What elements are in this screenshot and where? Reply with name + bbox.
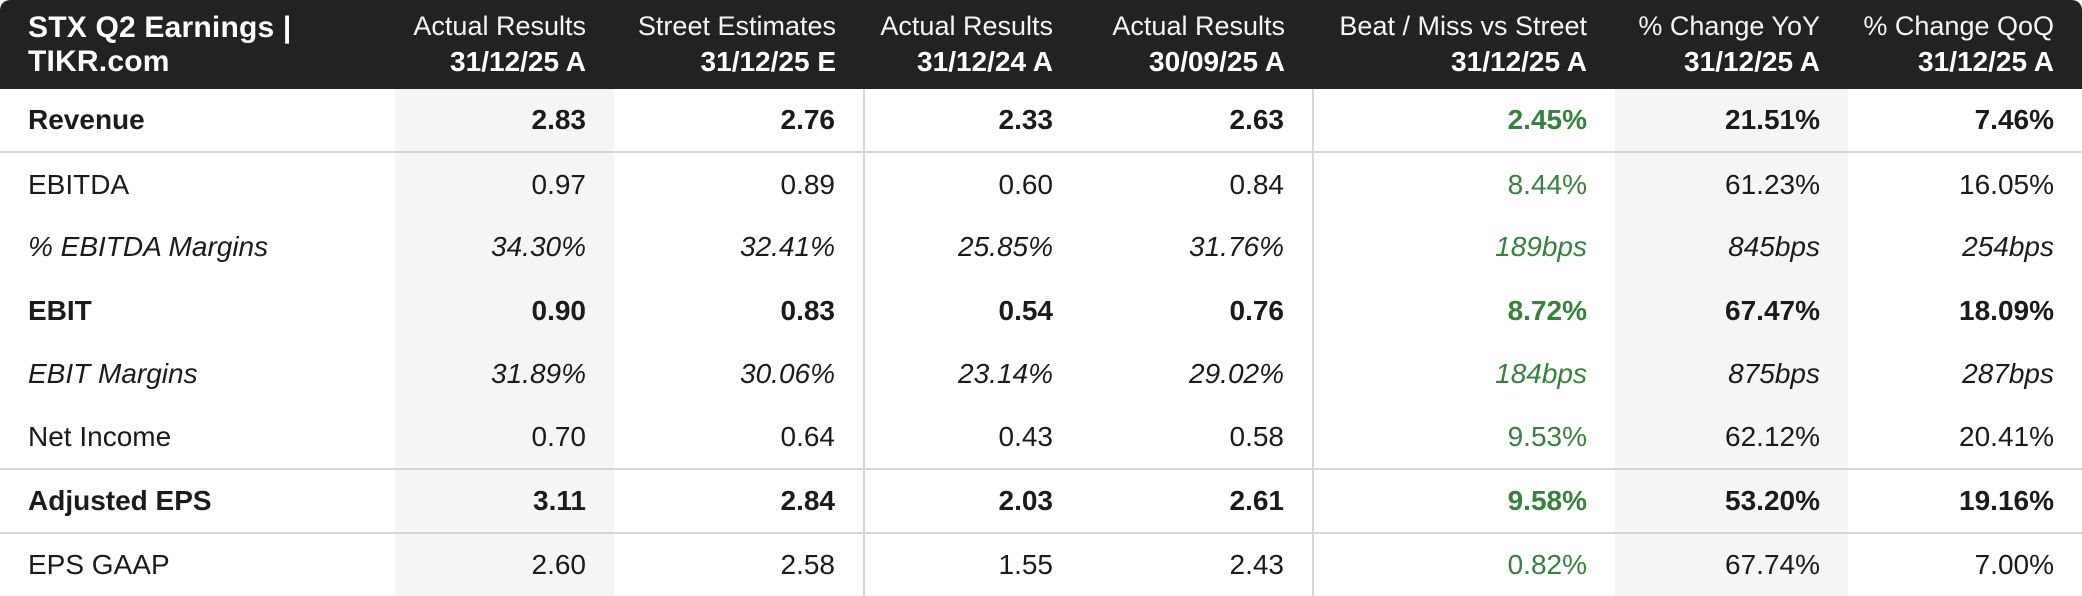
table-cell: 0.58: [1081, 405, 1313, 470]
table-cell: 845bps: [1615, 215, 1848, 280]
column-header-0: Actual Results 31/12/25 A: [395, 0, 614, 89]
column-header-period: 31/12/25 A: [450, 45, 586, 77]
column-header-period: 31/12/24 A: [917, 45, 1053, 77]
table-cell: 2.43: [1081, 531, 1313, 596]
table-cell: 3.11: [395, 468, 614, 533]
row-label: EBIT Margins: [0, 342, 395, 406]
row-label: % EBITDA Margins: [0, 215, 395, 280]
table-cell: 189bps: [1312, 215, 1615, 280]
table-cell: 0.97: [395, 151, 614, 216]
table-cell: 61.23%: [1615, 151, 1848, 216]
table-cell: 0.43: [863, 405, 1081, 470]
table-cell: 21.51%: [1615, 89, 1848, 153]
table-cell: 2.63: [1081, 89, 1313, 153]
table-cell: 2.61: [1081, 468, 1313, 533]
table-row-4: EBIT Margins 31.89% 30.06% 23.14% 29.02% 184b…: [0, 342, 2082, 406]
table-cell: 8.44%: [1312, 151, 1615, 216]
column-header-period: 31/12/25 E: [700, 45, 836, 77]
table-cell: 29.02%: [1081, 342, 1313, 406]
table-cell: 2.33: [863, 89, 1081, 153]
table-cell: 0.70: [395, 405, 614, 470]
row-label: Adjusted EPS: [0, 468, 395, 533]
table-cell: 0.83: [614, 279, 864, 343]
table-cell: 254bps: [1848, 215, 2082, 280]
table-cell: 23.14%: [863, 342, 1081, 406]
table-cell: 9.53%: [1312, 405, 1615, 470]
table-cell: 34.30%: [395, 215, 614, 280]
table-cell: 62.12%: [1615, 405, 1848, 470]
table-row-5: Net Income 0.70 0.64 0.43 0.58 9.53% 62.12% 20.…: [0, 405, 2082, 470]
column-header-period: 31/12/25 A: [1684, 45, 1820, 77]
column-header-label: Street Estimates: [637, 10, 836, 41]
table-cell: 8.72%: [1312, 279, 1615, 343]
table-cell: 2.83: [395, 89, 614, 153]
table-cell: 67.47%: [1615, 279, 1848, 343]
table-cell: 2.58: [614, 531, 864, 596]
table-cell: 9.58%: [1312, 468, 1615, 533]
column-header-label: % Change YoY: [1638, 10, 1820, 41]
column-header-3: Actual Results 30/09/25 A: [1081, 0, 1313, 89]
table-cell: 31.76%: [1081, 215, 1313, 280]
table-row-2: % EBITDA Margins 34.30% 32.41% 25.85% 31.76%…: [0, 215, 2082, 280]
table-cell: 31.89%: [395, 342, 614, 406]
column-header-1: Street Estimates 31/12/25 E: [614, 0, 864, 89]
table-row-1: EBITDA 0.97 0.89 0.60 0.84 8.44% 61.23% 16.05%: [0, 151, 2082, 216]
table-cell: 20.41%: [1848, 405, 2082, 470]
table-cell: 1.55: [863, 531, 1081, 596]
table-cell: 0.90: [395, 279, 614, 343]
column-header-6: % Change QoQ 31/12/25 A: [1848, 0, 2082, 89]
column-header-period: 31/12/25 A: [1451, 45, 1587, 77]
table-cell: 67.74%: [1615, 531, 1848, 596]
table-row-6: Adjusted EPS 3.11 2.84 2.03 2.61 9.58% 53.20% 1…: [0, 468, 2082, 533]
table-cell: 2.03: [863, 468, 1081, 533]
table-cell: 184bps: [1312, 342, 1615, 406]
column-header-4: Beat / Miss vs Street 31/12/25 A: [1313, 0, 1615, 89]
table-cell: 2.76: [614, 89, 864, 153]
table-cell: 2.60: [395, 531, 614, 596]
table-cell: 2.84: [614, 468, 864, 533]
column-header-2: Actual Results 31/12/24 A: [864, 0, 1081, 89]
table-cell: 287bps: [1848, 342, 2082, 406]
header-row: STX Q2 Earnings | TIKR.com Actual Result…: [0, 0, 2082, 89]
table-cell: 53.20%: [1615, 468, 1848, 533]
table-body: Revenue 2.83 2.76 2.33 2.63 2.45% 21.51% 7.46% E…: [0, 89, 2082, 596]
column-header-label: Actual Results: [413, 10, 586, 41]
table-cell: 16.05%: [1848, 151, 2082, 216]
table-cell: 0.82%: [1312, 531, 1615, 596]
table-cell: 19.16%: [1848, 468, 2082, 533]
column-header-period: 30/09/25 A: [1149, 45, 1285, 77]
row-label: Net Income: [0, 405, 395, 470]
title-cell: STX Q2 Earnings | TIKR.com: [0, 0, 395, 89]
table-row-7: EPS GAAP 2.60 2.58 1.55 2.43 0.82% 67.74% 7.00%: [0, 531, 2082, 596]
row-label: EBITDA: [0, 151, 395, 216]
table-cell: 25.85%: [863, 215, 1081, 280]
row-label: EBIT: [0, 279, 395, 343]
column-header-label: Beat / Miss vs Street: [1339, 10, 1587, 41]
table-cell: 0.60: [863, 151, 1081, 216]
column-header-label: Actual Results: [1112, 10, 1285, 41]
table-cell: 0.89: [614, 151, 864, 216]
table-cell: 875bps: [1615, 342, 1848, 406]
table-title: STX Q2 Earnings | TIKR.com: [28, 10, 292, 78]
table-cell: 7.00%: [1848, 531, 2082, 596]
table-cell: 32.41%: [614, 215, 864, 280]
table-cell: 0.84: [1081, 151, 1313, 216]
column-header-5: % Change YoY 31/12/25 A: [1615, 0, 1848, 89]
column-header-period: 31/12/25 A: [1918, 45, 2054, 77]
table-cell: 2.45%: [1312, 89, 1615, 153]
row-label: EPS GAAP: [0, 531, 395, 596]
table-cell: 18.09%: [1848, 279, 2082, 343]
table-cell: 0.54: [863, 279, 1081, 343]
column-header-label: Actual Results: [880, 10, 1053, 41]
table-row-0: Revenue 2.83 2.76 2.33 2.63 2.45% 21.51% 7.46%: [0, 89, 2082, 153]
row-label: Revenue: [0, 89, 395, 153]
table-row-3: EBIT 0.90 0.83 0.54 0.76 8.72% 67.47% 18.09%: [0, 279, 2082, 343]
table-cell: 30.06%: [614, 342, 864, 406]
table-cell: 7.46%: [1848, 89, 2082, 153]
column-header-label: % Change QoQ: [1863, 10, 2054, 41]
table-cell: 0.64: [614, 405, 864, 470]
table-cell: 0.76: [1081, 279, 1313, 343]
